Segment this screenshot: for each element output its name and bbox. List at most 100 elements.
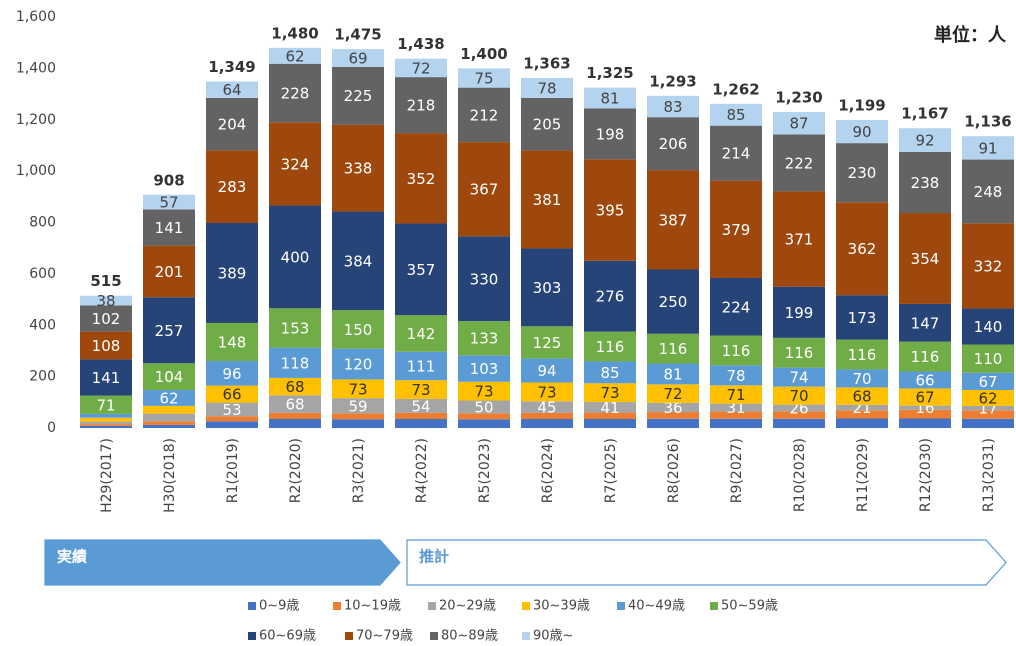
data-label: 150: [344, 321, 373, 339]
data-label: 384: [344, 252, 373, 270]
data-label: 108: [92, 337, 121, 355]
bar-segment: [962, 308, 1014, 345]
data-label: 94: [537, 362, 556, 380]
bar-segment: [836, 295, 888, 340]
data-label: 381: [533, 191, 562, 209]
bar-segment: [836, 404, 888, 411]
bar-segment: [836, 418, 888, 428]
bar-segment: [899, 151, 951, 213]
bar-segment: [269, 347, 321, 378]
data-label: 250: [659, 293, 688, 311]
data-label: 367: [470, 181, 499, 199]
bar-segment: [332, 66, 384, 125]
data-label: 116: [848, 346, 877, 364]
data-label: 357: [407, 261, 436, 279]
bar-segment: [206, 416, 258, 422]
data-label: 147: [911, 314, 940, 332]
bar-segment: [458, 419, 510, 428]
legend-swatch: [522, 632, 530, 640]
bar-segment: [143, 297, 195, 364]
bar-segment: [143, 389, 195, 406]
data-label: 38: [96, 292, 115, 310]
bar-segment: [584, 402, 636, 413]
data-label: 230: [848, 164, 877, 182]
data-label: 389: [218, 264, 247, 282]
bar-segment: [899, 303, 951, 342]
y-tick-label: 200: [29, 369, 56, 385]
bar-segment: [332, 49, 384, 67]
x-tick-label: H29(2017): [99, 438, 115, 513]
x-tick-label: R2(2020): [288, 438, 304, 503]
bar-segment: [584, 419, 636, 428]
data-label: 352: [407, 170, 436, 188]
bar-segment: [458, 355, 510, 382]
bar-segment: [710, 277, 762, 336]
bar-segment: [962, 136, 1014, 160]
data-label: 68: [285, 396, 304, 414]
x-tick-label: R9(2027): [729, 438, 745, 503]
data-label: 72: [663, 385, 682, 403]
data-label: 276: [596, 288, 625, 306]
bar-segment: [332, 211, 384, 311]
bar-segment: [206, 421, 258, 428]
bar-segment: [962, 405, 1014, 411]
data-label: 73: [537, 383, 556, 401]
data-label: 120: [344, 356, 373, 374]
data-label: 116: [785, 344, 814, 362]
total-label: 908: [153, 171, 184, 189]
data-label: 257: [155, 322, 184, 340]
bar-segment: [899, 128, 951, 152]
data-label: 36: [663, 399, 682, 417]
data-label: 141: [92, 369, 121, 387]
total-label: 1,136: [964, 113, 1011, 131]
data-label: 73: [600, 384, 619, 402]
x-tick-label: R6(2024): [540, 438, 556, 503]
data-label: 45: [537, 399, 556, 417]
bar-segment: [395, 223, 447, 316]
data-label: 400: [281, 248, 310, 266]
legend-label: 60~69歳: [259, 629, 316, 644]
data-label: 116: [911, 348, 940, 366]
bar-segment: [773, 134, 825, 192]
phase-label: 実績: [57, 548, 87, 566]
bar-segment: [269, 412, 321, 420]
total-label: 1,480: [271, 24, 318, 42]
data-label: 66: [915, 371, 934, 389]
bar-segment: [458, 400, 510, 414]
bar-segment: [143, 421, 195, 425]
bar-segment: [143, 209, 195, 246]
bar-segment: [899, 388, 951, 406]
data-label: 73: [474, 383, 493, 401]
x-tick-label: R5(2023): [477, 438, 493, 503]
bar-segment: [773, 337, 825, 368]
legend-swatch: [522, 602, 530, 610]
bar-segment: [584, 331, 636, 362]
bar-segment: [773, 367, 825, 387]
bar-segment: [647, 363, 699, 385]
x-tick-label: R1(2019): [225, 438, 241, 503]
bar-segment: [962, 389, 1014, 406]
bar-segment: [521, 401, 573, 413]
data-label: 62: [159, 389, 178, 407]
data-label: 199: [785, 304, 814, 322]
bar-segment: [773, 286, 825, 338]
data-label: 387: [659, 211, 688, 229]
data-label: 303: [533, 279, 562, 297]
bar-segment: [710, 418, 762, 428]
data-label: 96: [222, 365, 241, 383]
data-label: 212: [470, 106, 499, 124]
data-label: 68: [285, 378, 304, 396]
data-label: 354: [911, 250, 940, 268]
bar-segment: [647, 384, 699, 403]
total-label: 1,363: [523, 54, 570, 72]
data-label: 324: [281, 155, 310, 173]
data-label: 67: [915, 389, 934, 407]
bar-segment: [206, 97, 258, 151]
legend-swatch: [248, 602, 256, 610]
data-label: 204: [218, 116, 247, 134]
bar-segment: [458, 68, 510, 88]
bar-segment: [80, 295, 132, 306]
bar-segment: [269, 419, 321, 428]
data-label: 68: [852, 388, 871, 406]
